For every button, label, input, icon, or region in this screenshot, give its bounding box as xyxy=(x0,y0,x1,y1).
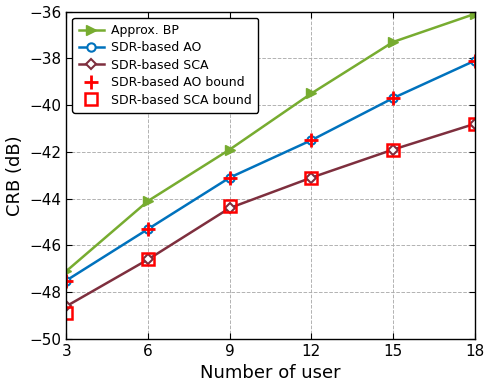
Approx. BP xyxy=(227,147,233,152)
SDR-based AO xyxy=(390,96,396,100)
SDR-based AO xyxy=(472,58,478,63)
SDR-based AO xyxy=(145,227,151,231)
Line: SDR-based SCA bound: SDR-based SCA bound xyxy=(61,118,480,319)
SDR-based SCA xyxy=(472,121,478,126)
SDR-based SCA xyxy=(390,147,396,152)
SDR-based SCA bound xyxy=(63,311,69,315)
SDR-based SCA xyxy=(308,175,314,180)
Approx. BP xyxy=(308,91,314,96)
SDR-based AO xyxy=(227,175,233,180)
SDR-based SCA bound xyxy=(227,203,233,208)
SDR-based AO xyxy=(63,278,69,283)
SDR-based AO bound xyxy=(145,227,151,231)
SDR-based SCA xyxy=(63,304,69,308)
SDR-based SCA bound xyxy=(472,121,478,126)
Line: SDR-based AO bound: SDR-based AO bound xyxy=(59,54,482,288)
Line: Approx. BP: Approx. BP xyxy=(61,9,480,276)
Line: SDR-based SCA: SDR-based SCA xyxy=(63,120,478,310)
Approx. BP xyxy=(390,40,396,44)
SDR-based AO bound xyxy=(472,58,478,63)
SDR-based SCA xyxy=(145,257,151,262)
SDR-based AO xyxy=(308,138,314,142)
Approx. BP xyxy=(472,12,478,16)
X-axis label: Number of user: Number of user xyxy=(200,364,341,383)
Approx. BP xyxy=(63,269,69,274)
Approx. BP xyxy=(145,199,151,203)
Legend: Approx. BP, SDR-based AO, SDR-based SCA, SDR-based AO bound, SDR-based SCA bound: Approx. BP, SDR-based AO, SDR-based SCA,… xyxy=(73,18,258,113)
SDR-based AO bound xyxy=(308,138,314,142)
Line: SDR-based AO: SDR-based AO xyxy=(62,57,479,285)
Y-axis label: CRB (dB): CRB (dB) xyxy=(5,135,24,216)
SDR-based AO bound xyxy=(227,175,233,180)
SDR-based AO bound xyxy=(63,278,69,283)
SDR-based SCA bound xyxy=(308,175,314,180)
SDR-based SCA bound xyxy=(145,257,151,262)
SDR-based SCA xyxy=(227,206,233,210)
SDR-based AO bound xyxy=(390,96,396,100)
SDR-based SCA bound xyxy=(390,147,396,152)
